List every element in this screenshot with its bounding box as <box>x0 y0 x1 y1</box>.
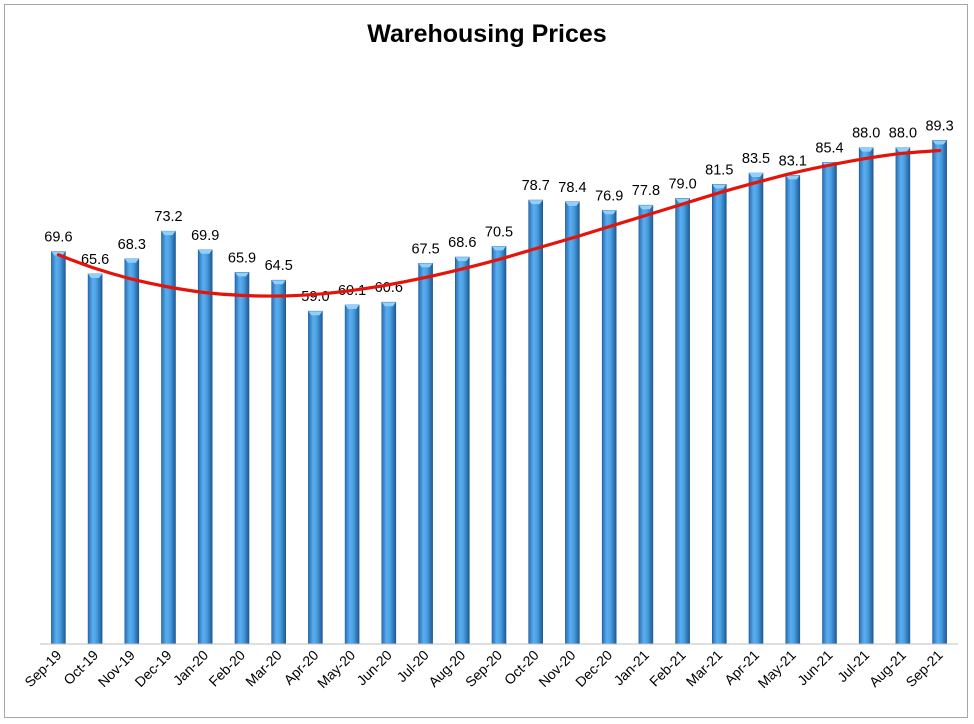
data-label-Dec-19: 73.2 <box>154 209 182 225</box>
data-label-Nov-19: 68.3 <box>118 237 146 253</box>
bar-Jul-20 <box>418 262 433 645</box>
bar-Apr-21 <box>748 172 764 645</box>
tick-label-Dec-20: Dec-20 <box>572 647 615 690</box>
bar-cap-Dec-19 <box>161 231 176 236</box>
tick-label-Jan-20: Jan-20 <box>170 647 212 689</box>
data-label-Jan-20: 69.9 <box>191 228 219 244</box>
data-label-Oct-20: 78.7 <box>522 178 550 194</box>
data-label-Mar-21: 81.5 <box>705 162 733 178</box>
tick-label-Feb-21: Feb-21 <box>646 647 689 690</box>
chart-title: Warehousing Prices <box>367 20 607 48</box>
bar-Jul-21 <box>858 147 874 645</box>
data-label-Apr-20: 59.0 <box>301 289 329 305</box>
bar-Mar-20 <box>271 279 287 645</box>
data-label-Oct-19: 65.6 <box>81 252 109 268</box>
bar-cap-May-21 <box>785 175 800 180</box>
tick-label-Nov-19: Nov-19 <box>95 647 138 690</box>
x-axis-tick-labels: Sep-19Oct-19Nov-19Dec-19Jan-20Feb-20Mar-… <box>21 647 946 691</box>
tick-label-Mar-20: Mar-20 <box>242 647 285 690</box>
bar-Dec-20 <box>601 210 617 645</box>
tick-label-Aug-20: Aug-20 <box>425 647 468 690</box>
bar-cap-Jan-21 <box>638 205 653 210</box>
bar-Oct-20 <box>528 199 544 645</box>
bar-Aug-20 <box>454 256 470 645</box>
tick-label-May-21: May-21 <box>755 647 799 691</box>
bar-Nov-19 <box>124 258 140 645</box>
bar-Feb-21 <box>675 198 690 645</box>
tick-label-Sep-21: Sep-21 <box>902 647 945 690</box>
bar-cap-Jan-20 <box>198 249 213 254</box>
tick-label-Jun-21: Jun-21 <box>794 647 836 689</box>
bar-May-20 <box>344 304 360 645</box>
bar-cap-May-20 <box>345 305 360 310</box>
bar-Feb-20 <box>234 271 250 645</box>
bar-cap-Oct-19 <box>88 274 103 279</box>
tick-label-May-20: May-20 <box>314 647 358 691</box>
bar-cap-Aug-20 <box>455 257 470 262</box>
bar-cap-Aug-21 <box>895 147 910 152</box>
tick-label-Sep-19: Sep-19 <box>21 647 64 690</box>
bar-cap-Sep-21 <box>932 140 947 145</box>
bar-Sep-21 <box>932 140 947 645</box>
bar-Mar-21 <box>711 184 727 645</box>
bar-May-21 <box>785 175 801 645</box>
bar-cap-Apr-21 <box>749 173 764 178</box>
data-label-Feb-21: 79.0 <box>668 176 696 192</box>
bar-Jan-21 <box>638 204 654 645</box>
bar-cap-Jun-20 <box>381 302 396 307</box>
bar-Sep-19 <box>51 251 66 645</box>
data-label-Nov-20: 78.4 <box>558 180 586 196</box>
data-label-Aug-21: 88.0 <box>889 126 917 142</box>
data-label-Aug-20: 68.6 <box>448 235 476 251</box>
data-label-Sep-21: 89.3 <box>925 118 953 134</box>
bar-Apr-20 <box>308 310 323 645</box>
data-label-Dec-20: 76.9 <box>595 188 623 204</box>
bar-Oct-19 <box>87 273 103 645</box>
bar-cap-Dec-20 <box>602 210 617 215</box>
bar-cap-Nov-20 <box>565 201 580 206</box>
tick-label-Oct-19: Oct-19 <box>60 647 101 688</box>
bar-cap-Mar-21 <box>712 184 727 189</box>
tick-label-Jun-20: Jun-20 <box>353 647 395 689</box>
bar-cap-Apr-20 <box>308 311 323 316</box>
bar-cap-Jul-20 <box>418 263 433 268</box>
bar-cap-Nov-19 <box>124 258 139 263</box>
data-label-May-21: 83.1 <box>779 153 807 169</box>
data-label-Jun-21: 85.4 <box>815 140 843 156</box>
data-label-Sep-20: 70.5 <box>485 224 513 240</box>
bar-Jan-20 <box>197 249 213 645</box>
tick-label-Nov-20: Nov-20 <box>535 647 578 690</box>
tick-label-Sep-20: Sep-20 <box>462 647 505 690</box>
data-label-Mar-20: 64.5 <box>265 258 293 274</box>
bar-cap-Mar-20 <box>271 280 286 285</box>
bar-Sep-20 <box>491 246 507 645</box>
data-label-Feb-20: 65.9 <box>228 250 256 266</box>
data-label-Jul-20: 67.5 <box>411 241 439 257</box>
tick-label-Feb-20: Feb-20 <box>205 647 248 690</box>
bar-cap-Sep-20 <box>492 246 506 251</box>
bar-Aug-21 <box>895 147 911 645</box>
tick-label-Oct-20: Oct-20 <box>501 647 542 688</box>
bar-Dec-19 <box>161 230 176 645</box>
trendline <box>56 148 942 298</box>
data-label-Apr-21: 83.5 <box>742 151 770 167</box>
bar-cap-Feb-20 <box>234 272 249 277</box>
bar-cap-Oct-20 <box>528 200 543 205</box>
data-label-Sep-19: 69.6 <box>44 230 72 246</box>
bar-Nov-20 <box>565 201 580 645</box>
tick-label-Jan-21: Jan-21 <box>610 647 652 689</box>
tick-label-Dec-19: Dec-19 <box>131 647 174 690</box>
tick-label-Mar-21: Mar-21 <box>683 647 726 690</box>
data-label-Jan-21: 77.8 <box>632 183 660 199</box>
tick-label-Aug-21: Aug-21 <box>866 647 909 690</box>
bar-series <box>51 140 947 645</box>
data-labels: 69.665.668.373.269.965.9 64.559.0 60.1 60.6… <box>44 118 953 305</box>
bar-Jun-21 <box>822 162 837 645</box>
data-label-Jul-21: 88.0 <box>852 126 880 142</box>
bar-cap-Jul-21 <box>859 147 874 152</box>
bar-Jun-20 <box>381 301 397 645</box>
